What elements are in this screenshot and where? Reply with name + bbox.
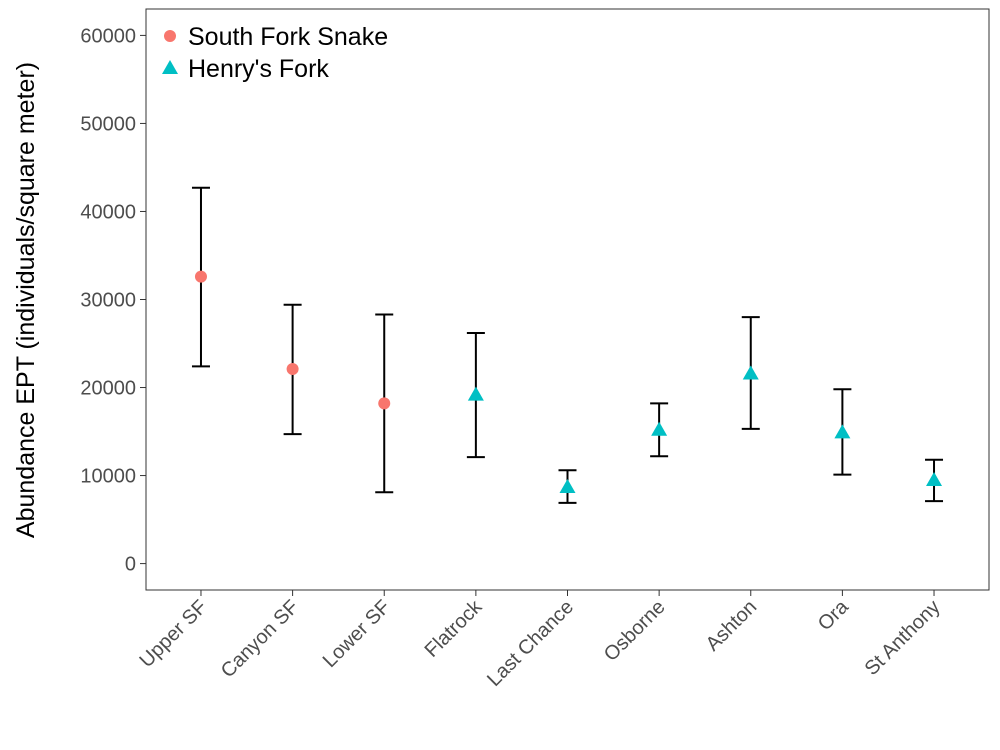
y-tick-label: 30000 [80,290,136,312]
y-tick-label: 0 [125,554,136,576]
x-tick-label: Last Chance [483,596,578,691]
data-point-circle [378,397,391,410]
data-point-circle [286,363,299,376]
data-point-circle [194,270,207,283]
x-tick-label: Ashton [702,596,762,656]
x-tick-label: Upper SF [135,596,211,672]
x-tick-label: Lower SF [319,596,395,672]
y-tick-label: 20000 [80,378,136,400]
legend-key-circle [164,30,176,42]
x-tick-label: Flatrock [421,595,488,662]
y-tick-label: 10000 [80,466,136,488]
data-point-triangle [467,386,484,401]
y-tick-label: 50000 [80,113,136,135]
legend-key-triangle [162,60,178,74]
data-point-triangle [742,365,759,380]
legend-label: South Fork Snake [188,23,388,51]
y-tick-label: 40000 [80,201,136,223]
y-axis-title: Abundance EPT (individuals/square meter) [12,62,40,538]
legend: South Fork Snake Henry's Fork [162,23,388,83]
x-tick-label: Osborne [600,596,670,666]
x-tick-label: Ora [814,595,854,635]
x-tick-label: Canyon SF [217,596,303,682]
data-point-triangle [651,421,668,436]
y-tick-label: 60000 [80,25,136,47]
data-points [191,186,944,504]
data-point-triangle [926,471,943,486]
data-point-triangle [559,479,576,494]
legend-label: Henry's Fork [188,55,329,83]
y-axis: 0 10000 20000 30000 40000 50000 60000 [80,25,146,576]
data-point-triangle [834,424,851,439]
x-tick-label: St Anthony [861,596,945,680]
